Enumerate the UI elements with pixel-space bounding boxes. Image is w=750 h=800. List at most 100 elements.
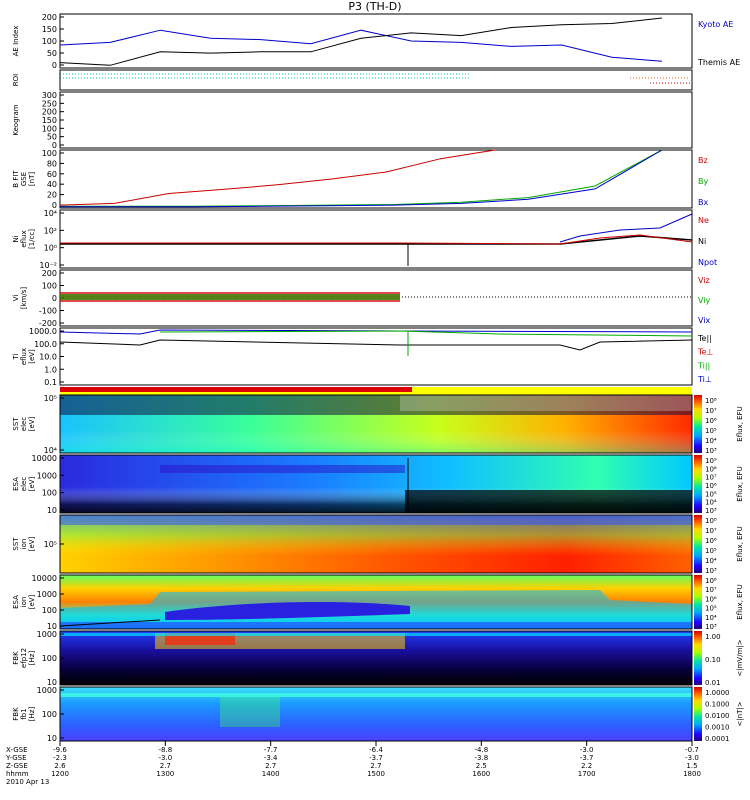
y-tick-label: 10⁴	[44, 209, 57, 218]
colorbar-label: 0.1000	[705, 701, 730, 709]
colorbar-label: 10⁵	[705, 605, 717, 613]
panel-frame	[59, 209, 693, 269]
panel-ylabel: [eV]	[28, 416, 36, 431]
panel-ylabel: ESA	[12, 595, 20, 609]
y-tick-label: 1000	[37, 630, 57, 639]
panel-ti: Ti eflux [eV] 1000.0 100.0 10.0 1.0 0.1 Te|| Te⊥ T…	[12, 327, 713, 387]
x-tick-label: -0.7	[685, 746, 699, 754]
panel-ylabel: [Hz]	[28, 651, 36, 666]
y-tick-label: 10	[47, 622, 57, 631]
panel-ylabel: elec	[20, 477, 28, 492]
series-npot	[559, 213, 693, 243]
x-tick-label: 2.2	[581, 762, 592, 770]
legend-entry: Ti||	[697, 361, 710, 370]
panel-ylabel: SST	[12, 537, 20, 551]
colorbar-label: 10³	[705, 447, 717, 455]
colorbar-4: 1.00 0.10 0.01 <|mV/m|>	[705, 633, 744, 687]
panel-ylabel: elec	[20, 417, 28, 432]
x-tick-label: -3.0	[685, 754, 699, 762]
y-tick-label: 10	[47, 506, 57, 515]
colorbar-label: 10⁶	[705, 595, 717, 603]
panel-ylabel: [Hz]	[28, 707, 36, 722]
panel-ylabel: ion	[20, 539, 28, 550]
y-tick-label: 150	[42, 116, 57, 125]
legend-entry: Te||	[697, 334, 712, 343]
panel-frame	[59, 69, 693, 91]
y-tick-label: 1.0	[44, 365, 57, 374]
spectrogram-artwork	[59, 73, 702, 741]
panel-ylabel: B FIT	[12, 170, 20, 188]
x-tick-label: 2.7	[370, 762, 381, 770]
plot-title: P3 (TH-D)	[348, 0, 401, 13]
x-tick-label: -3.7	[369, 754, 383, 762]
colorbar-label: 10⁸	[705, 577, 717, 585]
legend-entry: Npot	[698, 258, 717, 267]
y-tick-label: 150	[42, 25, 57, 34]
x-tick-label: 1600	[472, 770, 490, 778]
panel-ylabel: GSE	[20, 172, 28, 186]
colorbar-label: 10⁶	[705, 482, 717, 490]
panel-frame	[59, 454, 693, 514]
legend-entry: Bx	[698, 198, 708, 207]
y-tick-label: -200	[39, 319, 57, 328]
y-tick-label: 1000	[37, 686, 57, 695]
colorbar-label: 0.10	[705, 656, 721, 664]
legend-entry: Vix	[698, 316, 711, 325]
colorbar-unit: Eflux, EFU	[736, 466, 744, 501]
legend-entry: Themis AE	[697, 58, 740, 67]
colorbar-label: 10⁷	[705, 527, 717, 535]
legend-entry: By	[698, 177, 708, 186]
panel-ylabel: Vi	[12, 295, 20, 302]
series-kyoto-ae	[59, 29, 663, 62]
panel-frame	[59, 327, 693, 386]
y-tick-label: 0.1	[44, 378, 57, 387]
x-tick-label: 1500	[367, 770, 385, 778]
series-themis-ae	[59, 17, 663, 66]
x-tick-label: 2.7	[265, 762, 276, 770]
colorbar-label: 10⁴	[705, 499, 717, 507]
y-tick-label: -100	[39, 307, 57, 316]
panel-ylabel: FBK	[12, 651, 20, 665]
x-tick-label: -4.8	[474, 746, 488, 754]
legend-entry: Ne	[698, 216, 709, 225]
y-tick-label: 0	[52, 294, 57, 303]
panel-ae: AE Index 200 150 100 50 0 Kyoto AE Themis AE	[12, 13, 740, 70]
panel-ylabel: [km/s]	[20, 287, 28, 310]
panel-esa_i: ESA ion [eV] 10000 1000 100 10	[12, 574, 693, 631]
x-tick-label: -3.0	[158, 754, 172, 762]
y-tick-label: 10⁵	[44, 540, 57, 549]
x-tick-label: 2.6	[54, 762, 66, 770]
colorbar-label: 10⁵	[705, 490, 717, 498]
panel-fbk_e: FBK efp12 [Hz] 1000 100 10	[12, 630, 693, 687]
panel-frame	[59, 13, 693, 69]
colorbar-label: 10⁸	[705, 397, 717, 405]
colorbar-label: 10⁷	[705, 586, 717, 594]
y-tick-label: 200	[42, 108, 57, 117]
colorbar-label: 1.0000	[705, 689, 730, 697]
panel-ylabel: [1/cc]	[28, 229, 36, 249]
legend-entry: Te⊥	[697, 348, 713, 357]
colorbar-label: 10⁷	[705, 474, 717, 482]
y-tick-label: 0	[52, 61, 57, 70]
xaxis-row-label: X-GSE	[6, 746, 28, 754]
xaxis-row-label: 2010 Apr 13	[6, 778, 49, 786]
y-tick-label: 100	[42, 282, 57, 291]
panel-ylabel: eflux	[20, 230, 28, 247]
y-tick-label: 100	[42, 654, 57, 663]
x-tick-label: -9.6	[53, 746, 67, 754]
y-tick-label: 200	[42, 269, 57, 278]
x-tick-label: 1400	[262, 770, 280, 778]
colorbar-label: 0.0100	[705, 712, 730, 720]
y-tick-label: 250	[42, 99, 57, 108]
vi-band-green	[60, 294, 400, 300]
panel-ylabel: fb1	[20, 708, 28, 719]
panel-ylabel: Ti	[12, 353, 20, 360]
colorbar-0: 10⁸ 10⁷ 10⁶ 10⁵ 10⁴ 10³ Eflux, EFU	[705, 397, 744, 455]
panel-frame	[59, 91, 693, 149]
series-bx	[60, 149, 663, 208]
colorbar-unit: Eflux, EFU	[736, 406, 744, 441]
colorbar-unit: <|nT|>	[736, 701, 744, 726]
